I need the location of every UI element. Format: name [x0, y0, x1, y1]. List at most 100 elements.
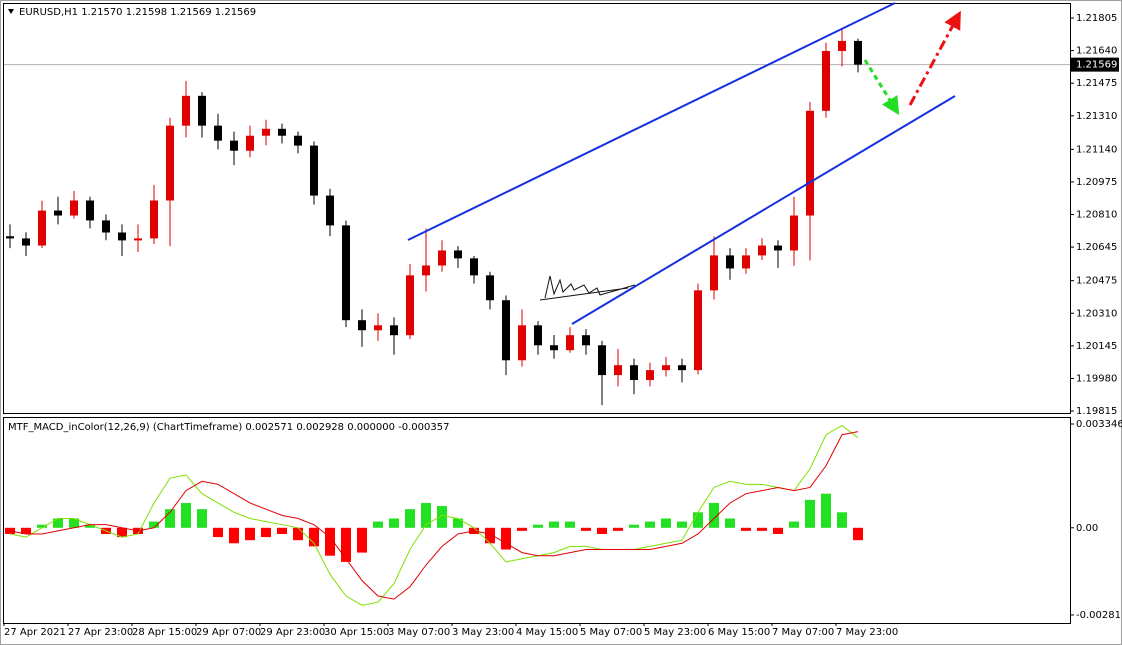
- y-tick-label: 0.003346: [1076, 419, 1122, 430]
- signature: [539, 275, 636, 301]
- y-tick-label: 1.20645: [1076, 242, 1117, 253]
- candle-body: [118, 232, 126, 241]
- candle-body: [278, 128, 286, 136]
- y-tick-label: 1.19815: [1076, 406, 1117, 417]
- histogram-bar: [5, 527, 15, 534]
- histogram-bar: [357, 527, 367, 553]
- marks: 1.21805 1.21640 1.21475 1.21310 1.21140 1.209…: [3, 13, 1122, 638]
- down-arrow: [863, 59, 900, 116]
- y-tick-label: 1.20975: [1076, 177, 1117, 188]
- histogram-bar: [645, 521, 655, 528]
- candle-body: [166, 125, 174, 201]
- y-tick-label: 1.20145: [1076, 341, 1117, 352]
- indicator-panel: [3, 417, 1071, 624]
- candle-body: [694, 290, 702, 371]
- x-tick-label: 3 May 07:00: [388, 627, 450, 638]
- current-price-box: [1071, 57, 1119, 72]
- candle-body: [86, 200, 94, 221]
- x-tick-label: 27 Apr 2021: [4, 627, 66, 638]
- candle-body: [582, 335, 590, 346]
- current-price-label: 1.21569: [1076, 60, 1117, 71]
- x-tick-label: 29 Apr 23:00: [260, 627, 325, 638]
- candle-body: [342, 225, 350, 321]
- y-tick-label: 1.21475: [1076, 78, 1117, 89]
- candle-body: [854, 40, 862, 65]
- histogram-bar: [53, 518, 63, 528]
- candle-body: [486, 275, 494, 301]
- histogram-bar: [661, 518, 671, 528]
- price-panel: [3, 3, 1071, 414]
- candle-body: [438, 250, 446, 266]
- candle-body: [310, 145, 318, 196]
- candle-body: [406, 275, 414, 336]
- candle-body: [534, 325, 542, 346]
- candle-body: [518, 325, 526, 361]
- histogram-bar: [325, 527, 335, 556]
- candle-body: [22, 238, 30, 246]
- x-tick-label: 7 May 23:00: [836, 627, 898, 638]
- candle-body: [326, 195, 334, 226]
- candle-body: [678, 365, 686, 371]
- histogram-bar: [373, 521, 383, 528]
- candle-body: [102, 220, 110, 233]
- histogram-bar: [565, 521, 575, 528]
- histogram-bar: [725, 518, 735, 528]
- candle-body: [6, 236, 14, 239]
- histogram-bar: [213, 527, 223, 538]
- histogram-bar: [181, 502, 191, 528]
- x-tick-label: 5 May 23:00: [644, 627, 706, 638]
- x-tick-label: 27 Apr 23:00: [68, 627, 133, 638]
- histogram-bar: [549, 521, 559, 528]
- histogram-bar: [485, 527, 495, 544]
- trend-line: [571, 95, 956, 325]
- candle-body: [742, 255, 750, 269]
- histogram-bar: [805, 499, 815, 528]
- histogram-bar: [437, 506, 447, 528]
- histogram-bar: [501, 527, 511, 550]
- histogram-bar: [405, 509, 415, 528]
- histogram-bar: [277, 527, 287, 534]
- candle-body: [726, 255, 734, 269]
- histogram-bar: [821, 493, 831, 528]
- symbol-header: EURUSD,H1 1.21570 1.21598 1.21569 1.2156…: [19, 7, 256, 18]
- x-tick-label: 30 Apr 15:00: [324, 627, 389, 638]
- histogram-bar: [533, 524, 543, 528]
- histogram-bar: [309, 527, 319, 547]
- y-tick-label: -0.00281: [1076, 610, 1121, 621]
- candle-body: [294, 135, 302, 146]
- candle-body: [598, 345, 606, 376]
- y-tick-label: 1.21310: [1076, 111, 1117, 122]
- candle-body: [374, 325, 382, 331]
- x-tick-label: 28 Apr 15:00: [132, 627, 197, 638]
- candle-body: [54, 210, 62, 216]
- candle-body: [566, 335, 574, 351]
- candle-body: [774, 245, 782, 251]
- macd-line: [9, 424, 859, 606]
- candle-body: [454, 250, 462, 259]
- trend-line: [407, 2, 896, 241]
- candle-body: [358, 320, 366, 331]
- y-tick-label: 1.20810: [1076, 210, 1117, 221]
- candle-body: [38, 210, 46, 246]
- candle-body: [502, 300, 510, 361]
- histogram-bar: [421, 502, 431, 528]
- histogram-bar: [117, 527, 127, 538]
- candle-body: [422, 265, 430, 276]
- candle-body: [150, 200, 158, 239]
- histogram-bar: [197, 509, 207, 528]
- histogram-bar: [165, 509, 175, 528]
- histogram-bar: [389, 518, 399, 528]
- up-arrow: [908, 10, 961, 106]
- histogram-bar: [853, 527, 863, 541]
- candle-body: [134, 238, 142, 241]
- x-tick-label: 6 May 15:00: [708, 627, 770, 638]
- candle-body: [758, 245, 766, 256]
- menu-triangle[interactable]: [8, 9, 14, 14]
- x-tick-label: 3 May 23:00: [452, 627, 514, 638]
- histogram-bar: [69, 518, 79, 528]
- y-tick-label: 1.19980: [1076, 373, 1117, 384]
- histogram-bar: [293, 527, 303, 541]
- candle-body: [790, 215, 798, 251]
